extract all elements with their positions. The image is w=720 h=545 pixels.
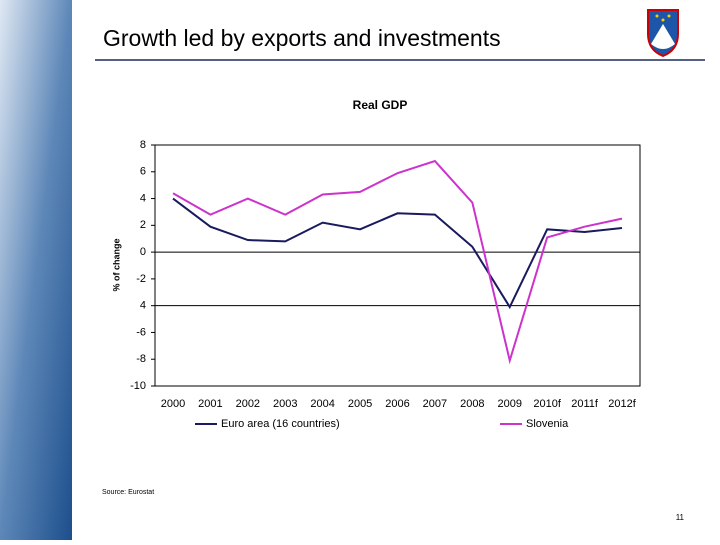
emblem [647, 9, 679, 58]
legend-label: Euro area (16 countries) [221, 418, 340, 430]
series-line [172, 197, 623, 310]
x-tick-label: 2009 [498, 398, 522, 410]
y-tick-label: 4 [140, 300, 146, 312]
x-tick-label: 2012f [608, 398, 636, 410]
x-tick-label: 2011f [571, 398, 599, 410]
x-tick-label: 2003 [273, 398, 297, 410]
y-tick-label: -10 [130, 380, 146, 392]
page-number: 11 [676, 513, 685, 522]
x-tick-label: 2004 [310, 398, 334, 410]
x-tick-label: 2010f [533, 398, 561, 410]
y-tick-label: 6 [140, 166, 146, 178]
series-line [172, 159, 623, 365]
x-tick-label: 2006 [385, 398, 409, 410]
y-tick-label: 4 [140, 192, 146, 204]
x-tick-label: 2007 [423, 398, 447, 410]
y-tick-label: -8 [136, 353, 146, 365]
x-tick-label: 2000 [161, 398, 185, 410]
y-axis-label: % of change [111, 238, 121, 291]
y-tick-label: 2 [140, 219, 146, 231]
y-tick-label: -6 [136, 326, 146, 338]
y-tick-label: -2 [136, 273, 146, 285]
slide-title: Growth led by exports and investments [103, 25, 501, 51]
legend-label: Slovenia [526, 418, 569, 430]
chart-title: Real GDP [353, 98, 408, 112]
x-tick-label: 2008 [460, 398, 484, 410]
x-tick-label: 2005 [348, 398, 372, 410]
side-strip [0, 0, 72, 540]
x-tick-label: 2001 [198, 398, 222, 410]
y-tick-label: 0 [140, 246, 146, 258]
x-tick-label: 2002 [236, 398, 260, 410]
source: Source: Eurostat [102, 489, 154, 496]
y-tick-label: 8 [140, 139, 146, 151]
plot-frame [154, 144, 641, 387]
